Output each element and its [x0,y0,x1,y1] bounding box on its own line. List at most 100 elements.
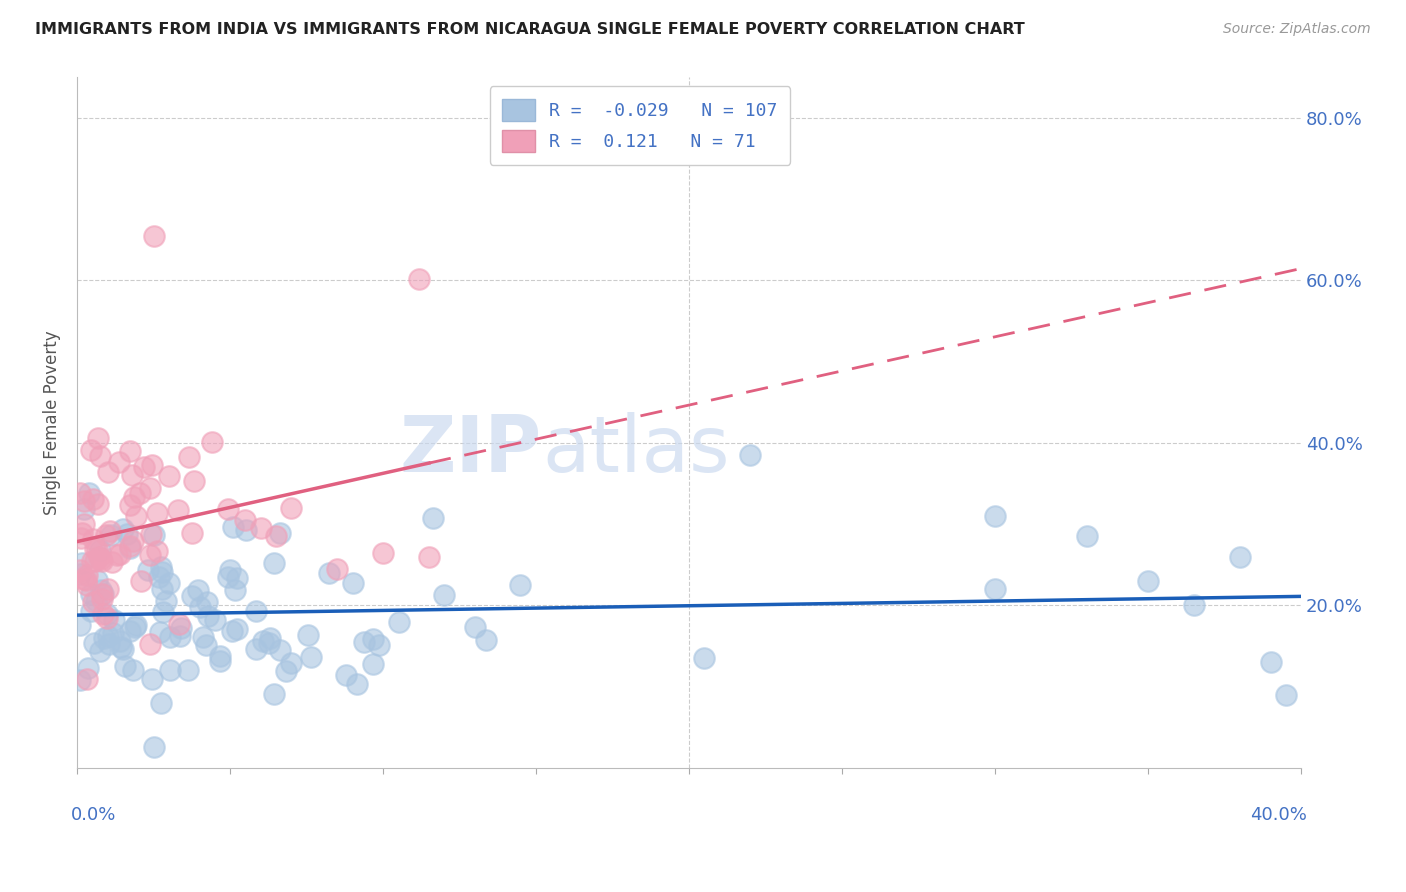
Point [79,486,101,500]
Point [89,449,111,463]
Point [280,500,302,515]
Point [120,541,142,556]
Point [326,562,349,576]
Point [509,578,531,592]
Point [226,570,249,584]
Point [159,663,181,677]
Point [69,566,91,581]
Legend: R =  -0.029   N = 107, R =  0.121   N = 71: R = -0.029 N = 107, R = 0.121 N = 71 [489,87,790,165]
Point [100,527,122,541]
Point [245,604,267,618]
Point [76,672,98,686]
Point [280,656,302,670]
Point [155,594,177,608]
Point [342,576,364,591]
Point [149,696,172,710]
Text: atlas: atlas [543,412,730,488]
Point [80,604,103,618]
Point [114,658,136,673]
Point [125,509,148,524]
Point [112,642,135,657]
Point [1229,549,1251,564]
Point [299,650,322,665]
Point [118,539,141,553]
Point [69,563,91,577]
Point [1182,599,1205,613]
Point [91,587,114,601]
Point [222,520,245,534]
Point [122,534,145,549]
Point [96,607,118,621]
Point [141,672,163,686]
Point [84,541,107,556]
Point [257,636,280,650]
Point [90,591,112,606]
Point [97,629,120,643]
Point [115,527,138,541]
Point [149,559,172,574]
Point [180,526,202,541]
Point [139,637,162,651]
Point [197,609,219,624]
Point [91,607,114,622]
Point [371,545,394,559]
Point [464,620,486,634]
Point [1137,574,1160,588]
Point [1275,688,1298,702]
Point [984,582,1007,596]
Point [195,595,218,609]
Point [97,465,120,479]
Point [335,667,357,681]
Point [122,490,145,504]
Point [204,613,226,627]
Point [157,468,180,483]
Point [69,618,91,632]
Point [124,620,146,634]
Point [143,528,166,542]
Point [89,644,111,658]
Point [86,431,108,445]
Point [86,541,108,556]
Point [177,450,200,465]
Point [69,531,91,545]
Point [692,651,714,665]
Point [408,271,430,285]
Point [80,554,103,568]
Point [145,544,167,558]
Point [82,532,104,546]
Point [69,673,91,688]
Point [97,582,120,596]
Point [150,565,173,579]
Point [118,443,141,458]
Point [72,502,94,516]
Point [89,542,111,557]
Point [139,481,162,495]
Point [221,624,243,638]
Text: 40.0%: 40.0% [1250,805,1308,823]
Point [96,611,118,625]
Point [73,516,96,531]
Point [79,442,101,457]
Point [89,550,111,565]
Y-axis label: Single Female Poverty: Single Female Poverty [44,330,60,515]
Point [97,637,120,651]
Point [76,578,98,592]
Point [103,614,125,628]
Point [98,524,121,538]
Point [191,630,214,644]
Point [148,570,170,584]
Point [87,497,110,511]
Point [181,589,204,603]
Point [245,641,267,656]
Point [77,661,100,675]
Point [108,455,131,469]
Point [146,507,169,521]
Point [73,573,96,587]
Point [82,595,104,609]
Point [217,570,239,584]
Point [100,555,122,569]
Point [274,665,297,679]
Point [235,523,257,537]
Point [86,573,108,587]
Point [122,663,145,677]
